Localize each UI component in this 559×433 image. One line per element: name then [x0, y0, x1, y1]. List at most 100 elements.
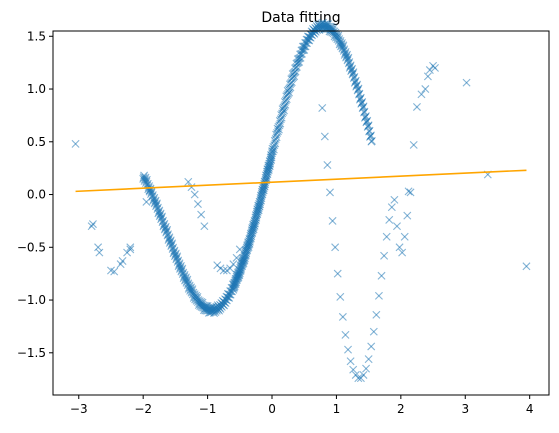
data-point-marker — [336, 292, 345, 301]
data-point-marker — [387, 203, 396, 212]
data-point-stroke — [220, 301, 229, 310]
data-point-marker — [126, 245, 135, 254]
data-point-marker — [425, 66, 434, 75]
data-point-stroke — [216, 264, 225, 273]
data-point-marker — [409, 140, 418, 149]
data-point-marker — [377, 271, 386, 280]
data-point-stroke — [372, 310, 381, 319]
data-point-marker — [187, 183, 196, 192]
data-point-stroke — [343, 55, 352, 64]
data-point-stroke — [71, 139, 80, 148]
data-point-stroke — [423, 72, 432, 81]
x-tick-label: −3 — [70, 402, 88, 416]
data-point-marker — [380, 251, 389, 260]
data-point-stroke — [367, 136, 376, 145]
data-point-stroke — [106, 266, 115, 275]
data-point-marker — [390, 195, 399, 204]
y-tick-label: −1.5 — [17, 346, 46, 360]
data-point-marker — [184, 177, 193, 186]
data-point-stroke — [235, 245, 244, 254]
data-point-marker — [344, 345, 353, 354]
data-point-stroke — [406, 188, 415, 197]
data-point-marker — [328, 216, 337, 225]
data-point-marker — [354, 374, 363, 383]
data-point-marker — [367, 136, 376, 145]
data-point-stroke — [425, 66, 434, 75]
data-point-marker — [346, 357, 355, 366]
data-point-stroke — [172, 253, 181, 262]
data-point-stroke — [184, 177, 193, 186]
data-point-stroke — [197, 210, 206, 219]
y-tick-label: 1.5 — [27, 29, 46, 43]
data-point-marker — [118, 257, 127, 265]
data-point-marker — [392, 222, 401, 231]
data-point-marker — [385, 215, 394, 224]
data-point-stroke — [412, 102, 421, 111]
data-point-marker — [403, 211, 412, 220]
axes-group: −3 −2 −1 0 1 2 3 4 −1.5 −1.0 −0.5 0.0 0.5 1.0 1.5 — [17, 29, 534, 416]
marks-group — [71, 18, 531, 383]
data-point-stroke — [200, 222, 209, 231]
data-point-stroke — [110, 267, 119, 276]
data-point-stroke — [95, 248, 104, 257]
data-point-stroke — [118, 257, 127, 265]
data-point-stroke — [142, 197, 151, 206]
data-point-stroke — [369, 327, 378, 336]
data-point-stroke — [390, 195, 399, 204]
data-point-stroke — [331, 243, 340, 252]
data-point-stroke — [142, 177, 151, 186]
data-point-stroke — [88, 220, 97, 229]
data-point-marker — [333, 269, 342, 278]
y-tick-label: 1.0 — [27, 82, 46, 96]
data-point-stroke — [177, 266, 186, 275]
data-point-stroke — [181, 274, 190, 283]
data-point-marker — [110, 267, 119, 276]
data-point-marker — [325, 188, 334, 197]
data-point-marker — [400, 232, 409, 241]
data-point-stroke — [182, 277, 191, 286]
data-point-marker — [364, 355, 373, 364]
data-point-marker — [372, 310, 381, 319]
data-point-stroke — [398, 248, 407, 257]
data-point-marker — [412, 102, 421, 111]
fit-line — [75, 169, 527, 193]
data-point-stroke — [382, 232, 391, 241]
data-point-marker — [430, 63, 439, 72]
y-tick-label: −1.0 — [17, 293, 46, 307]
data-point-stroke — [94, 243, 103, 252]
data-point-marker — [219, 266, 228, 275]
data-point-stroke — [377, 271, 386, 280]
data-point-marker — [320, 132, 329, 141]
data-point-marker — [341, 330, 350, 339]
data-point-stroke — [354, 374, 363, 383]
data-point-marker — [95, 248, 104, 257]
data-point-stroke — [387, 203, 396, 212]
data-point-marker — [87, 222, 96, 231]
data-point-marker — [374, 291, 383, 300]
data-point-stroke — [187, 183, 196, 192]
data-point-marker — [229, 260, 238, 269]
data-point-stroke — [318, 104, 327, 113]
data-point-stroke — [341, 330, 350, 339]
data-point-marker — [190, 190, 199, 199]
x-tick-label: −2 — [134, 402, 152, 416]
data-point-stroke — [328, 216, 337, 225]
data-point-stroke — [346, 357, 355, 366]
data-point-stroke — [385, 215, 394, 224]
data-point-stroke — [338, 312, 347, 321]
data-point-stroke — [141, 175, 150, 184]
data-point-stroke — [362, 364, 371, 373]
data-point-stroke — [229, 260, 238, 269]
data-point-stroke — [403, 211, 412, 220]
data-point-stroke — [157, 213, 166, 222]
data-point-marker — [522, 262, 531, 271]
data-point-marker — [338, 312, 347, 321]
data-point-stroke — [392, 222, 401, 231]
data-point-marker — [367, 342, 376, 351]
data-point-stroke — [162, 227, 171, 236]
data-point-stroke — [430, 63, 439, 72]
plot-frame — [52, 30, 550, 396]
data-point-stroke — [359, 370, 368, 379]
